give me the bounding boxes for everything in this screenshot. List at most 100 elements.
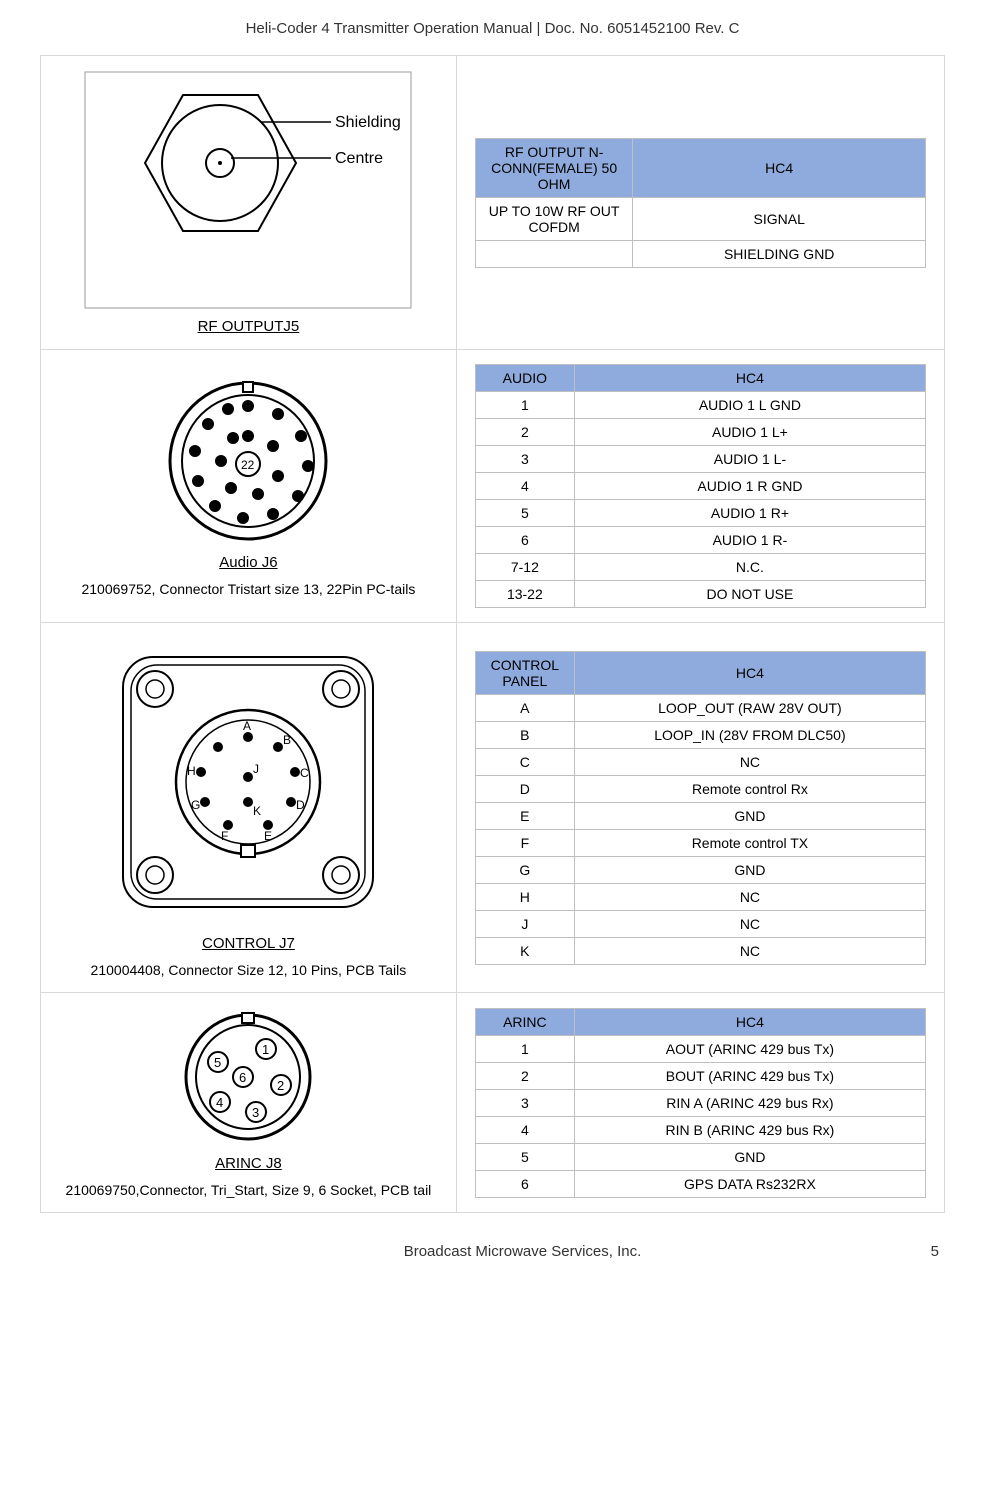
table-cell: LOOP_IN (28V FROM DLC50) bbox=[574, 721, 925, 748]
centre-label: Centre bbox=[335, 150, 383, 167]
page-footer: Broadcast Microwave Services, Inc. 5 bbox=[40, 1243, 945, 1260]
audio-table: AUDIO HC4 1AUDIO 1 L GND 2AUDIO 1 L+ 3AU… bbox=[475, 364, 926, 608]
control-table-cell: CONTROL PANEL HC4 ALOOP_OUT (RAW 28V OUT… bbox=[456, 623, 944, 993]
arinc-sub: 210069750,Connector, Tri_Start, Size 9, … bbox=[59, 1182, 438, 1198]
svg-text:H: H bbox=[187, 764, 196, 778]
control-h1: CONTROL PANEL bbox=[475, 651, 574, 694]
table-cell: GND bbox=[574, 1143, 925, 1170]
table-cell: AUDIO 1 L- bbox=[574, 446, 925, 473]
table-cell: B bbox=[475, 721, 574, 748]
table-cell: 3 bbox=[475, 1089, 574, 1116]
table-cell: 4 bbox=[475, 1116, 574, 1143]
arinc-table-cell: ARINC HC4 1AOUT (ARINC 429 bus Tx) 2BOUT… bbox=[456, 993, 944, 1213]
svg-text:4: 4 bbox=[216, 1095, 223, 1110]
svg-text:G: G bbox=[191, 798, 200, 812]
table-cell: C bbox=[475, 748, 574, 775]
table-cell: BOUT (ARINC 429 bus Tx) bbox=[574, 1062, 925, 1089]
shielding-label: Shielding bbox=[335, 114, 401, 131]
table-cell: GND bbox=[574, 856, 925, 883]
rf-h2: HC4 bbox=[633, 138, 926, 197]
table-cell: 2 bbox=[475, 1062, 574, 1089]
audio-h2: HC4 bbox=[574, 365, 925, 392]
table-cell: AUDIO 1 L+ bbox=[574, 419, 925, 446]
table-cell: 13-22 bbox=[475, 581, 574, 608]
arinc-h2: HC4 bbox=[574, 1008, 925, 1035]
arinc-diagram-cell: 1 2 3 4 5 6 ARINC J8 210069750,Connector… bbox=[41, 993, 457, 1213]
main-layout-table: Shielding Centre RF OUTPUTJ5 RF OUTPUT N… bbox=[40, 55, 945, 1213]
table-cell: AUDIO 1 R+ bbox=[574, 500, 925, 527]
table-cell: H bbox=[475, 883, 574, 910]
page-header: Heli-Coder 4 Transmitter Operation Manua… bbox=[40, 20, 945, 37]
rf-h1: RF OUTPUT N-CONN(FEMALE) 50 OHM bbox=[475, 138, 633, 197]
svg-text:3: 3 bbox=[252, 1105, 259, 1120]
control-title: CONTROL J7 bbox=[59, 935, 438, 952]
table-cell: LOOP_OUT (RAW 28V OUT) bbox=[574, 694, 925, 721]
control-diagram: A B C D E F G H J K bbox=[103, 637, 393, 927]
table-cell: AUDIO 1 L GND bbox=[574, 392, 925, 419]
control-table: CONTROL PANEL HC4 ALOOP_OUT (RAW 28V OUT… bbox=[475, 651, 926, 965]
table-cell: K bbox=[475, 937, 574, 964]
svg-text:2: 2 bbox=[277, 1078, 284, 1093]
table-cell: 6 bbox=[475, 527, 574, 554]
table-cell: 5 bbox=[475, 500, 574, 527]
svg-text:22: 22 bbox=[241, 458, 255, 472]
table-cell: J bbox=[475, 910, 574, 937]
table-cell: A bbox=[475, 694, 574, 721]
table-cell: 1 bbox=[475, 1035, 574, 1062]
arinc-table: ARINC HC4 1AOUT (ARINC 429 bus Tx) 2BOUT… bbox=[475, 1008, 926, 1198]
table-cell: E bbox=[475, 802, 574, 829]
table-cell: F bbox=[475, 829, 574, 856]
svg-text:D: D bbox=[296, 798, 305, 812]
svg-text:1: 1 bbox=[262, 1042, 269, 1057]
arinc-title: ARINC J8 bbox=[59, 1155, 438, 1172]
rf-r1c1: SHIELDING GND bbox=[633, 240, 926, 267]
footer-page: 5 bbox=[879, 1243, 939, 1260]
svg-text:K: K bbox=[253, 804, 261, 818]
table-cell: Remote control Rx bbox=[574, 775, 925, 802]
table-cell: 2 bbox=[475, 419, 574, 446]
table-cell: AOUT (ARINC 429 bus Tx) bbox=[574, 1035, 925, 1062]
table-cell: AUDIO 1 R- bbox=[574, 527, 925, 554]
svg-text:B: B bbox=[283, 733, 291, 747]
table-cell: NC bbox=[574, 748, 925, 775]
audio-h1: AUDIO bbox=[475, 365, 574, 392]
svg-text:C: C bbox=[300, 766, 309, 780]
table-cell: N.C. bbox=[574, 554, 925, 581]
control-h2: HC4 bbox=[574, 651, 925, 694]
svg-text:F: F bbox=[221, 829, 228, 843]
audio-diagram-cell: 22 Audio J6 210069752, Connector Tristar… bbox=[41, 350, 457, 623]
table-cell: D bbox=[475, 775, 574, 802]
rf-r0c0: UP TO 10W RF OUT COFDM bbox=[475, 197, 633, 240]
arinc-diagram: 1 2 3 4 5 6 bbox=[178, 1007, 318, 1147]
table-cell: 4 bbox=[475, 473, 574, 500]
svg-text:5: 5 bbox=[214, 1055, 221, 1070]
rf-output-title: RF OUTPUTJ5 bbox=[59, 318, 438, 335]
table-cell: 3 bbox=[475, 446, 574, 473]
control-sub: 210004408, Connector Size 12, 10 Pins, P… bbox=[59, 962, 438, 978]
table-cell: GND bbox=[574, 802, 925, 829]
table-cell: G bbox=[475, 856, 574, 883]
table-cell: NC bbox=[574, 883, 925, 910]
table-cell: NC bbox=[574, 937, 925, 964]
footer-company: Broadcast Microwave Services, Inc. bbox=[46, 1243, 879, 1260]
svg-text:J: J bbox=[253, 762, 259, 776]
control-diagram-cell: A B C D E F G H J K CONTROL J7 210004408… bbox=[41, 623, 457, 993]
table-cell: RIN A (ARINC 429 bus Rx) bbox=[574, 1089, 925, 1116]
table-cell: RIN B (ARINC 429 bus Rx) bbox=[574, 1116, 925, 1143]
table-cell: GPS DATA Rs232RX bbox=[574, 1170, 925, 1197]
rf-output-diagram-cell: Shielding Centre RF OUTPUTJ5 bbox=[41, 56, 457, 350]
audio-diagram: 22 bbox=[163, 376, 333, 546]
rf-output-diagram: Shielding Centre bbox=[83, 70, 413, 310]
table-cell: 5 bbox=[475, 1143, 574, 1170]
audio-title: Audio J6 bbox=[59, 554, 438, 571]
svg-text:E: E bbox=[264, 829, 272, 843]
table-cell: 6 bbox=[475, 1170, 574, 1197]
svg-text:A: A bbox=[243, 719, 251, 733]
audio-sub: 210069752, Connector Tristart size 13, 2… bbox=[59, 581, 438, 597]
svg-text:6: 6 bbox=[239, 1070, 246, 1085]
table-cell: Remote control TX bbox=[574, 829, 925, 856]
rf-r0c1: SIGNAL bbox=[633, 197, 926, 240]
table-cell: NC bbox=[574, 910, 925, 937]
rf-output-table-cell: RF OUTPUT N-CONN(FEMALE) 50 OHM HC4 UP T… bbox=[456, 56, 944, 350]
table-cell: 1 bbox=[475, 392, 574, 419]
